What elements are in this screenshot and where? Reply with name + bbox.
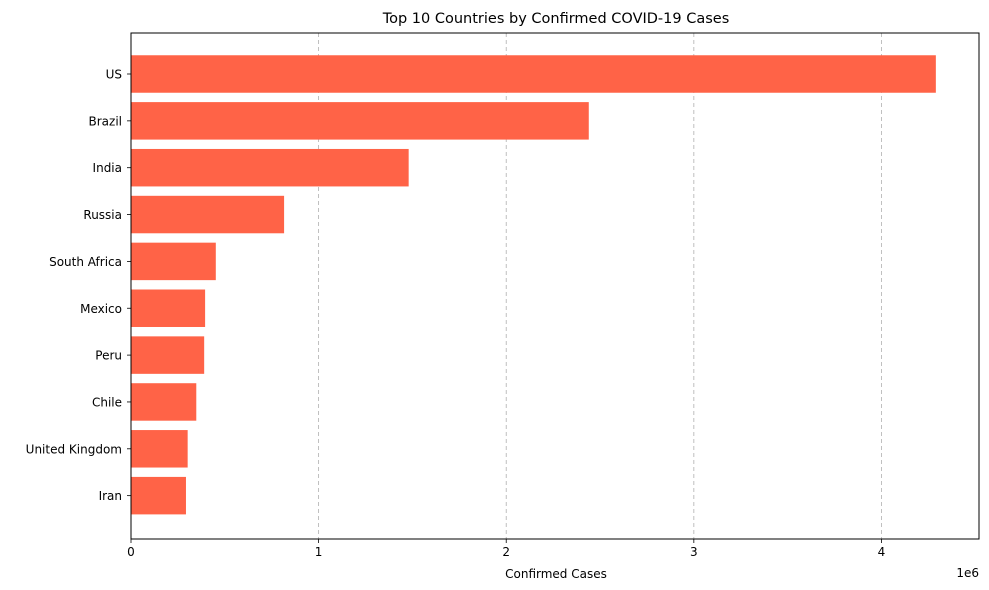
y-tick-label: Chile [92, 395, 122, 409]
bar [131, 55, 936, 93]
x-tick-label: 0 [127, 545, 135, 559]
y-tick-label: Peru [95, 349, 122, 363]
bar [131, 195, 285, 234]
y-tick-label: United Kingdom [26, 442, 122, 456]
x-tick-label: 2 [502, 545, 510, 559]
bars [131, 55, 936, 515]
bar [131, 383, 197, 421]
x-offset-label: 1e6 [956, 566, 979, 580]
y-tick-label: South Africa [49, 255, 122, 269]
chart-title: Top 10 Countries by Confirmed COVID-19 C… [382, 11, 730, 27]
bar [131, 430, 188, 468]
x-tick-label: 1 [315, 545, 323, 559]
x-tick-label: 4 [878, 545, 886, 559]
bar [131, 148, 409, 187]
y-tick-label: India [93, 161, 122, 175]
y-axis: US Brazil India Russia South Africa Mexico Per… [26, 68, 131, 503]
x-tick-label: 3 [690, 545, 698, 559]
bar [131, 289, 206, 327]
x-axis: 0 1 2 3 4 [127, 539, 885, 559]
bar [131, 476, 186, 515]
x-axis-label: Confirmed Cases [505, 567, 607, 581]
axes-frame [130, 32, 980, 540]
y-tick-label: Russia [83, 208, 122, 222]
y-tick-label: Mexico [80, 302, 122, 316]
y-tick-label: Brazil [89, 114, 123, 128]
y-tick-label: Iran [99, 489, 122, 503]
y-tick-label: US [106, 68, 122, 82]
bar [131, 242, 216, 281]
bar [131, 336, 205, 374]
bar [131, 102, 589, 140]
